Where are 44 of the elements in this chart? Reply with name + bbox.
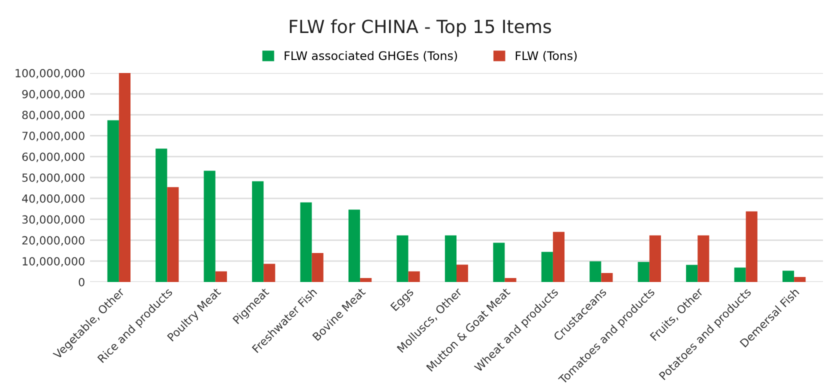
bar [408, 271, 420, 282]
bar [649, 235, 661, 282]
bar [312, 252, 324, 282]
bar [348, 210, 360, 282]
y-tick-label: 70,000,000 [22, 132, 84, 142]
bar [734, 268, 746, 282]
bar [215, 271, 227, 282]
bar [396, 235, 408, 282]
bar [167, 187, 179, 282]
bar [782, 270, 794, 282]
bar [590, 261, 602, 282]
bar [746, 211, 758, 282]
y-tick-label: 60,000,000 [22, 152, 84, 162]
bar [118, 73, 131, 282]
chart-title: FLW for CHINA - Top 15 Items [290, 19, 551, 37]
y-tick-label: 80,000,000 [22, 110, 84, 120]
bar [504, 278, 516, 282]
y-tick-label: 30,000,000 [22, 215, 84, 225]
y-tick-label: 40,000,000 [22, 194, 84, 204]
y-tick-label: 10,000,000 [22, 257, 84, 267]
legend-label: FLW (Tons) [516, 50, 577, 62]
bar [107, 120, 119, 282]
y-tick-label: 20,000,000 [22, 236, 84, 246]
bar [493, 242, 505, 282]
bar [698, 235, 710, 282]
y-tick-label: 90,000,000 [22, 90, 84, 100]
legend-label: FLW associated GHGEs (Tons) [284, 50, 457, 62]
bar [444, 235, 456, 282]
bar [686, 264, 698, 282]
bar [360, 278, 372, 282]
bar [541, 252, 553, 282]
bar [638, 262, 650, 282]
y-tick-label: 100,000,000 [16, 68, 84, 79]
bar [264, 264, 276, 282]
bar [156, 148, 168, 282]
bar [204, 170, 216, 282]
bar [794, 276, 806, 282]
bar [456, 264, 468, 282]
y-tick-label: 0 [78, 278, 84, 286]
bar [300, 202, 312, 282]
bar [552, 232, 565, 282]
y-tick-label: 50,000,000 [22, 173, 84, 184]
bar [601, 273, 613, 282]
bar [252, 181, 264, 282]
